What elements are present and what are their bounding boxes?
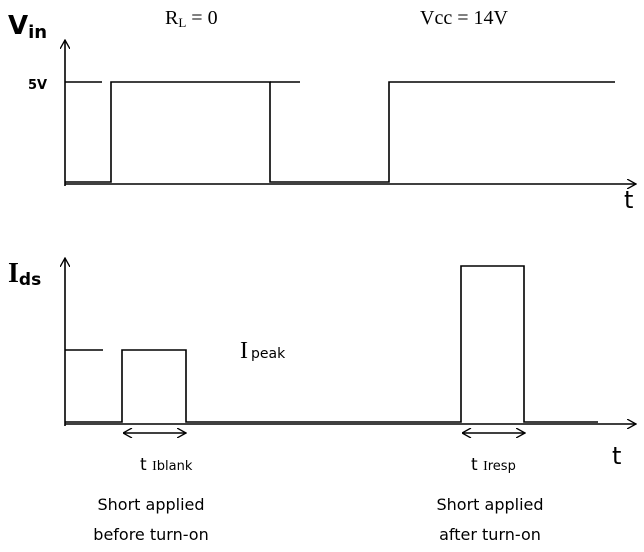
vcc-label: Vcc = 14V [420, 7, 508, 29]
note: before turn-on [93, 525, 208, 544]
tresp-label: t Iresp [471, 455, 516, 475]
vin-label: Vin [8, 11, 47, 43]
tblank-label: t Iblank [140, 455, 193, 475]
rl-label: RL = 0 [165, 7, 218, 30]
note: Short applied [97, 495, 204, 514]
t-label: t [612, 442, 621, 470]
t-label: t [624, 186, 633, 214]
vin-waveform [65, 81, 615, 183]
ids-waveform [65, 265, 598, 423]
level-label: 5V [28, 78, 47, 93]
note: after turn-on [439, 525, 541, 544]
note: Short applied [436, 495, 543, 514]
ids-label: Ids [8, 258, 41, 290]
